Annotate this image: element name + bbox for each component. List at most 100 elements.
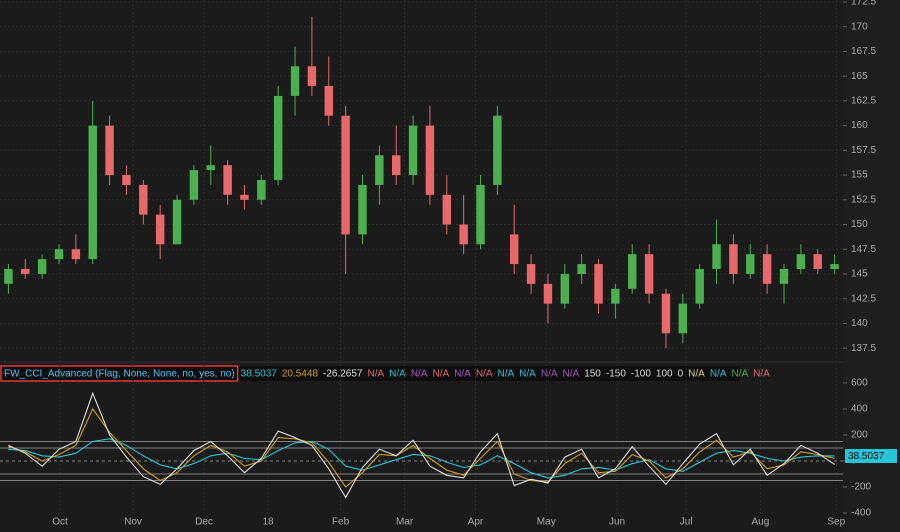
candle-body <box>695 269 704 304</box>
current-value-label: 38.5037 <box>848 451 885 462</box>
candle-body <box>459 224 468 245</box>
level-value: -150 <box>606 369 626 380</box>
candle-body <box>391 155 401 176</box>
y-tick-label: 157.5 <box>851 145 876 156</box>
candle-body <box>628 254 637 289</box>
candle-body <box>746 254 755 274</box>
y-tick-label: 172.5 <box>851 0 876 8</box>
candle-body <box>223 165 232 195</box>
level-value: 0 <box>678 369 684 380</box>
x-tick-label: Nov <box>124 517 142 528</box>
y-tick-label: 200 <box>851 430 868 441</box>
candle-body <box>543 283 553 304</box>
candle-body <box>779 269 789 284</box>
cci-line <box>8 407 835 488</box>
level-value: -100 <box>631 369 651 380</box>
candle-body <box>830 264 839 270</box>
candle-body <box>358 184 367 235</box>
candle-body <box>37 259 47 274</box>
candle-body <box>290 66 300 96</box>
y-tick-label: 167.5 <box>851 46 876 57</box>
candle-body <box>307 66 317 87</box>
y-tick-label: -400 <box>851 508 871 519</box>
candle-body <box>71 249 81 260</box>
series-value: 38.5037 <box>241 369 278 380</box>
candle-body <box>796 254 806 270</box>
x-tick-label: 18 <box>263 517 275 528</box>
y-tick-label: 147.5 <box>851 244 876 255</box>
status-item: N/A <box>498 369 515 380</box>
candle-body <box>611 288 620 304</box>
candle-body <box>54 249 64 260</box>
title-highlight <box>0 365 239 382</box>
y-tick-label: 152.5 <box>851 194 876 205</box>
status-item: N/A <box>454 369 471 380</box>
candle-body <box>526 264 536 284</box>
candle-body <box>375 155 384 185</box>
status-item: N/A <box>710 369 727 380</box>
candle-body <box>88 125 97 260</box>
candle-body <box>273 95 283 180</box>
status-item: N/A <box>541 369 558 380</box>
y-tick-label: 155 <box>851 170 868 181</box>
candle-body <box>257 180 266 200</box>
x-tick-label: Jun <box>609 517 625 528</box>
indicator-title: FW_CCI_Advanced (Flag, None, None, no, y… <box>4 369 235 380</box>
candle-body <box>493 115 502 185</box>
status-item: N/A <box>732 369 749 380</box>
candle-body <box>189 170 199 200</box>
status-bar <box>0 366 740 381</box>
x-tick-label: Oct <box>52 517 68 528</box>
cci-line <box>8 438 835 479</box>
x-tick-label: Jul <box>680 517 693 528</box>
y-tick-label: 145 <box>851 269 868 280</box>
status-item: N/A <box>753 369 770 380</box>
candle-body <box>594 264 603 304</box>
y-tick-label: 150 <box>851 219 868 230</box>
candle-body <box>442 194 452 225</box>
x-tick-label: May <box>537 517 556 528</box>
y-tick-label: -200 <box>851 482 871 493</box>
candle-body <box>240 194 249 200</box>
candle-body <box>408 125 418 176</box>
series-value: 20.5448 <box>282 369 319 380</box>
x-tick-label: Apr <box>468 517 484 528</box>
status-item: N/A <box>519 369 536 380</box>
candle-body <box>172 199 182 245</box>
status-item: N/A <box>389 369 406 380</box>
candle-body <box>510 234 519 265</box>
y-tick-label: 165 <box>851 71 868 82</box>
candle-body <box>4 269 13 284</box>
current-value-box <box>845 448 897 463</box>
indicator-header: FW_CCI_Advanced (Flag, None, None, no, y… <box>0 365 770 382</box>
candle-body <box>813 254 822 270</box>
candle-body <box>139 184 148 215</box>
y-tick-label: 170 <box>851 21 868 32</box>
status-item: N/A <box>563 369 580 380</box>
level-value: 150 <box>584 369 601 380</box>
y-tick-label: 400 <box>851 404 868 415</box>
candle-body <box>105 125 114 176</box>
candle-body <box>206 165 215 171</box>
candle-body <box>425 125 435 195</box>
candle-body <box>577 264 586 274</box>
y-tick-label: 140 <box>851 318 868 329</box>
candle-body <box>324 86 333 116</box>
level-value: 100 <box>656 369 673 380</box>
status-item: N/A <box>688 369 705 380</box>
status-item: N/A <box>411 369 428 380</box>
cci-line <box>8 391 835 499</box>
price-axis-panel <box>843 0 900 532</box>
x-tick-label: Sep <box>827 517 845 528</box>
candle-body <box>712 244 721 270</box>
status-item: N/A <box>476 369 493 380</box>
candle-body <box>762 254 772 284</box>
candle-body <box>21 269 30 274</box>
series-value: -26.2657 <box>323 369 363 380</box>
status-item: N/A <box>367 369 384 380</box>
candle-body <box>155 214 165 245</box>
candle-body <box>729 244 738 274</box>
candle-body <box>341 115 350 235</box>
y-tick-label: 160 <box>851 120 868 131</box>
